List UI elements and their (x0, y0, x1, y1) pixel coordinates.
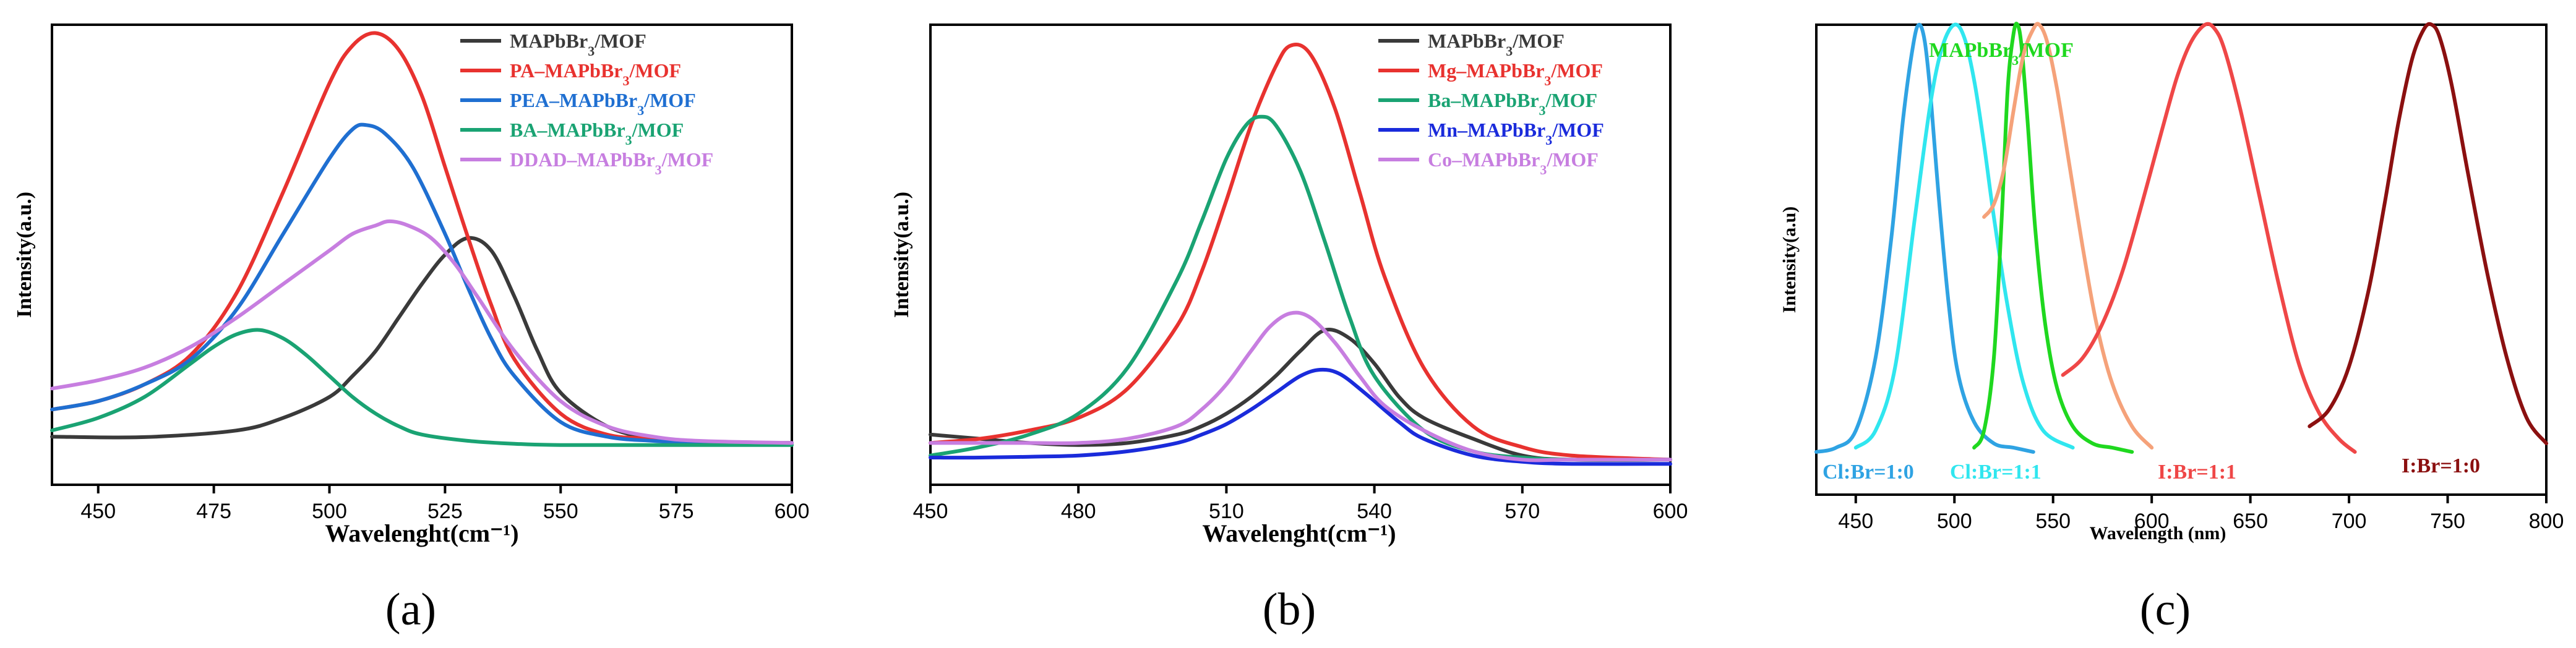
x-tick-label-540: 540 (1357, 500, 1392, 523)
legend-label-mapbbr-mof: MAPbBr3/MOF (1428, 30, 1565, 59)
legend-label-ba-mapbbr-mof: BA–MAPbBr3/MOF (510, 119, 684, 148)
curve-mn-mapbbr-mof (929, 367, 1672, 466)
curve-i-br-1-0 (2308, 22, 2548, 446)
legend-label-mapbbr-mof: MAPbBr3/MOF (510, 30, 646, 59)
panel-label-c: (c) (2140, 584, 2191, 635)
legend-label-mn-mapbbr-mof: Mn–MAPbBr3/MOF (1428, 119, 1604, 148)
plot-frame-a (51, 23, 793, 486)
panel-label-b: (b) (1263, 584, 1316, 635)
x-tick-label-475: 475 (196, 500, 231, 523)
curve-mg-mapbbr-mof (929, 43, 1672, 462)
x-tick-label-480: 480 (1061, 500, 1096, 523)
x-axis-label-a: Wavelenght(cm⁻¹) (325, 519, 518, 547)
legend-label-mg-mapbbr-mof: Mg–MAPbBr3/MOF (1428, 59, 1603, 88)
annotation-mapbbr-mof: MAPbBr3/MOF (1929, 39, 2074, 68)
y-axis-label-a: Intensity(a.u.) (13, 192, 36, 318)
y-axis-label-b: Intensity(a.u.) (890, 192, 913, 318)
x-tick-label-575: 575 (659, 500, 694, 523)
x-tick-label-450: 450 (913, 500, 948, 523)
legend-label-pea-mapbbr-mof: PEA–MAPbBr3/MOF (510, 89, 696, 118)
x-tick-label-700: 700 (2332, 509, 2367, 533)
legend-a: MAPbBr3/MOFPA–MAPbBr3/MOFPEA–MAPbBr3/MOF… (460, 30, 713, 177)
x-axis-label-c: Wavelength (nm) (2090, 523, 2226, 544)
curve-cl-br-1-0 (1814, 22, 2035, 454)
legend-label-ba-mapbbr-mof: Ba–MAPbBr3/MOF (1428, 89, 1597, 118)
x-tick-label-800: 800 (2529, 509, 2564, 533)
curves-c (1814, 22, 2548, 454)
curve-pea-mapbbr-mof (50, 122, 794, 445)
x-tick-label-600: 600 (1653, 500, 1688, 523)
curves-a (50, 31, 794, 447)
x-axis-label-b: Wavelenght(cm⁻¹) (1202, 519, 1396, 547)
x-tick-label-600: 600 (775, 500, 810, 523)
x-tick-label-510: 510 (1209, 500, 1244, 523)
annotation-cl-br-1-1: Cl:Br=1:1 (1950, 461, 2041, 484)
legend-b: MAPbBr3/MOFMg–MAPbBr3/MOFBa–MAPbBr3/MOFM… (1378, 30, 1604, 177)
x-tick-label-650: 650 (2233, 509, 2268, 533)
x-ticks-b: 450 480 510 540 570 600 (913, 485, 1688, 523)
panel-a: 450 475 500 525 550 575 600 Wavelenght(cm⁻¹) I… (13, 23, 809, 635)
curve-cl-br-1-1 (1853, 22, 2075, 450)
annotation-i-br-1-0: I:Br=1:0 (2402, 454, 2480, 477)
annotation-i-br-1-1: I:Br=1:1 (2158, 461, 2236, 484)
x-tick-label-600: 600 (2134, 509, 2170, 533)
x-tick-label-750: 750 (2430, 509, 2465, 533)
y-axis-label-c: Intensity(a.u) (1779, 207, 1800, 313)
plot-frame-b (929, 23, 1672, 486)
curve-i-br-1-1 (2061, 22, 2357, 454)
curve-ba-mapbbr-mof (50, 328, 794, 447)
curve-ddad-mapbbr-mof (50, 219, 794, 445)
panel-label-a: (a) (385, 584, 436, 635)
x-tick-label-450: 450 (1838, 509, 1873, 533)
x-ticks-a: 450 475 500 525 550 575 600 (80, 485, 809, 523)
panel-b: 450 480 510 540 570 600 Wavelenght(cm⁻¹) Inte… (890, 23, 1688, 635)
x-ticks-c: 450 500 550 600 650 700 750 800 (1838, 495, 2564, 533)
x-tick-label-500: 500 (312, 500, 347, 523)
plot-frame-c (1815, 23, 2548, 496)
curve-mapbbr-mof (929, 327, 1672, 462)
curves-b (929, 43, 1672, 466)
annotation-cl-br-1-0: Cl:Br=1:0 (1823, 461, 1914, 484)
x-tick-label-550: 550 (543, 500, 578, 523)
curve-orange-curve (1982, 22, 2154, 450)
panel-c: 450 500 550 600 650 700 750 800 Wavelength (nm)… (1779, 22, 2564, 635)
legend-label-pa-mapbbr-mof: PA–MAPbBr3/MOF (510, 59, 681, 88)
legend-label-co-mapbbr-mof: Co–MAPbBr3/MOF (1428, 148, 1599, 177)
x-tick-label-525: 525 (427, 500, 463, 523)
legend-label-ddad-mapbbr-mof: DDAD–MAPbBr3/MOF (510, 148, 713, 177)
curve-mapbbr-mof (50, 236, 794, 445)
annotations-c: Cl:Br=1:0 Cl:Br=1:1 MAPbBr3/MOF I:Br=1:1 I:B… (1823, 39, 2480, 484)
curve-co-mapbbr-mof (929, 310, 1672, 463)
x-tick-label-450: 450 (80, 500, 116, 523)
x-tick-label-570: 570 (1505, 500, 1540, 523)
x-tick-label-500: 500 (1937, 509, 1972, 533)
x-tick-label-550: 550 (2035, 509, 2071, 533)
